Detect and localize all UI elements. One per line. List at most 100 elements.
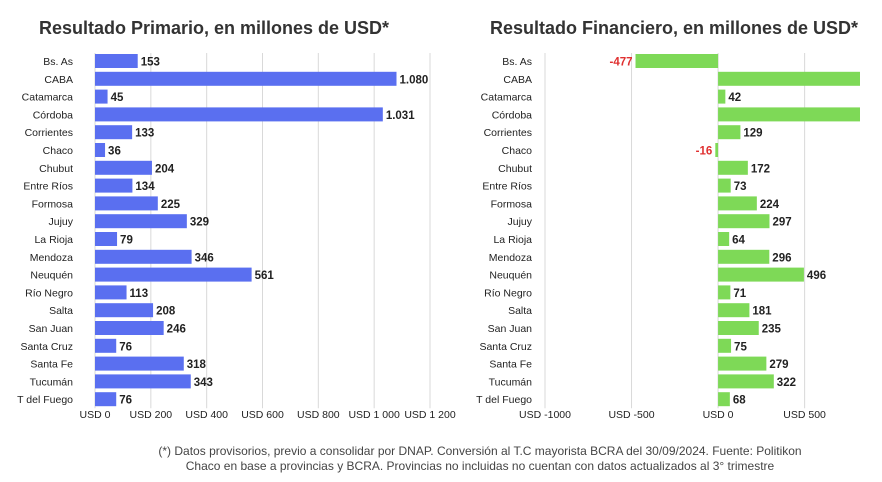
- primary-bar: [95, 143, 106, 157]
- financial-category-label: CABA: [503, 74, 532, 86]
- financial-category-label: Chaco: [502, 145, 533, 157]
- primary-bar: [95, 214, 187, 229]
- financial-result-chart: Resultado Financiero, en millones de USD…: [476, 18, 860, 421]
- financial-x-tick-labels: USD -1000 USD -500 USD 0 USD 500: [519, 409, 826, 421]
- primary-bar: [95, 107, 383, 122]
- financial-value-label: 224: [760, 199, 780, 211]
- financial-value-label: 496: [807, 270, 826, 282]
- primary-bar: [95, 160, 152, 175]
- financial-x-tick-label: USD -1000: [519, 409, 571, 421]
- primary-bar: [95, 285, 127, 300]
- primary-value-label: 113: [130, 288, 149, 300]
- primary-bar: [95, 196, 158, 211]
- primary-bar: [95, 303, 154, 318]
- primary-value-label: 79: [120, 235, 133, 247]
- primary-value-label: 318: [187, 359, 207, 371]
- primary-value-label: 346: [195, 252, 214, 264]
- financial-value-label: 279: [769, 359, 788, 371]
- primary-bar: [95, 356, 184, 371]
- financial-value-label: 235: [762, 324, 782, 336]
- financial-bar: [718, 160, 748, 175]
- primary-value-label: 1.031: [386, 110, 415, 122]
- financial-bars: [635, 54, 860, 407]
- financial-bar: [718, 178, 731, 193]
- financial-bar: [718, 107, 860, 122]
- primary-value-label: 225: [161, 199, 181, 211]
- financial-category-label: Catamarca: [481, 92, 533, 104]
- financial-value-label: -16: [696, 146, 713, 158]
- primary-x-tick-label: USD 400: [185, 409, 228, 421]
- primary-value-label: 1.080: [400, 74, 429, 86]
- primary-category-label: Chaco: [43, 145, 74, 157]
- primary-category-label: Salta: [49, 305, 73, 317]
- primary-category-label: T del Fuego: [17, 394, 73, 406]
- financial-x-tick-label: USD 0: [703, 409, 734, 421]
- primary-chart-title: Resultado Primario, en millones de USD*: [39, 18, 389, 38]
- primary-category-label: La Rioja: [34, 234, 73, 246]
- primary-category-label: Chubut: [39, 163, 73, 175]
- financial-bar: [718, 196, 757, 211]
- primary-category-label: Bs. As: [43, 56, 73, 68]
- financial-value-label: 322: [777, 377, 796, 389]
- primary-bar: [95, 89, 108, 104]
- primary-value-label: 153: [141, 57, 160, 69]
- financial-category-label: Mendoza: [489, 252, 532, 264]
- financial-bar: [718, 267, 804, 282]
- primary-bar: [95, 54, 138, 68]
- primary-category-label: Jujuy: [48, 216, 73, 228]
- financial-bar: [718, 356, 767, 371]
- financial-bar: [718, 321, 759, 335]
- financial-bar: [718, 71, 860, 86]
- financial-category-label: Río Negro: [484, 287, 532, 299]
- financial-value-label: 75: [734, 341, 747, 353]
- financial-category-label: Jujuy: [507, 216, 532, 228]
- primary-category-label: Río Negro: [25, 287, 73, 299]
- primary-bar: [95, 178, 133, 193]
- financial-bar: [718, 374, 774, 389]
- primary-bar: [95, 249, 192, 264]
- primary-x-tick-label: USD 0: [80, 409, 111, 421]
- primary-bar: [95, 392, 117, 407]
- financial-gridlines: [544, 53, 806, 409]
- primary-value-label: 76: [119, 341, 132, 353]
- primary-bar: [95, 71, 397, 86]
- primary-value-label: 133: [135, 128, 154, 140]
- primary-bar: [95, 338, 117, 353]
- financial-category-label: La Rioja: [493, 234, 532, 246]
- primary-value-label: 561: [255, 270, 275, 282]
- primary-category-label: Mendoza: [30, 252, 73, 264]
- primary-category-label: Santa Cruz: [20, 341, 73, 353]
- primary-category-labels: Bs. As CABA Catamarca Córdoba Corrientes Chac…: [17, 56, 74, 406]
- primary-result-chart: Resultado Primario, en millones de USD* …: [17, 18, 456, 421]
- financial-bar: [718, 125, 741, 140]
- financial-category-labels: Bs. As CABA Catamarca Córdoba Corrientes Chac…: [476, 56, 533, 406]
- primary-x-tick-label: USD 1 200: [404, 409, 456, 421]
- primary-category-label: Neuquén: [30, 270, 73, 282]
- financial-bar: [718, 214, 770, 229]
- financial-category-label: Formosa: [491, 198, 533, 210]
- financial-bar: [718, 338, 732, 353]
- financial-category-label: Bs. As: [502, 56, 532, 68]
- financial-bar: [718, 392, 730, 407]
- primary-value-label: 76: [119, 395, 132, 407]
- financial-value-label: -477: [609, 57, 632, 69]
- financial-value-label: 68: [733, 395, 746, 407]
- primary-category-label: Córdoba: [33, 109, 73, 121]
- primary-x-tick-label: USD 1 000: [348, 409, 400, 421]
- footnote: (*) Datos provisorios, previo a consolid…: [120, 444, 840, 474]
- financial-chart-title: Resultado Financiero, en millones de USD…: [490, 18, 858, 38]
- financial-category-label: Tucumán: [489, 376, 533, 388]
- primary-category-label: Formosa: [32, 198, 74, 210]
- footnote-line-1: (*) Datos provisorios, previo a consolid…: [158, 444, 802, 458]
- primary-bar: [95, 374, 191, 389]
- primary-x-tick-label: USD 800: [297, 409, 340, 421]
- financial-value-label: 172: [751, 163, 770, 175]
- primary-category-label: CABA: [44, 74, 73, 86]
- financial-x-tick-label: USD 500: [783, 409, 826, 421]
- primary-x-tick-labels: USD 0 USD 200 USD 400 USD 600 USD 800 USD 1 0…: [80, 409, 456, 421]
- financial-value-label: 64: [732, 235, 745, 247]
- primary-bar: [95, 321, 164, 335]
- financial-value-label: 181: [752, 306, 772, 318]
- primary-category-label: Entre Ríos: [23, 181, 73, 193]
